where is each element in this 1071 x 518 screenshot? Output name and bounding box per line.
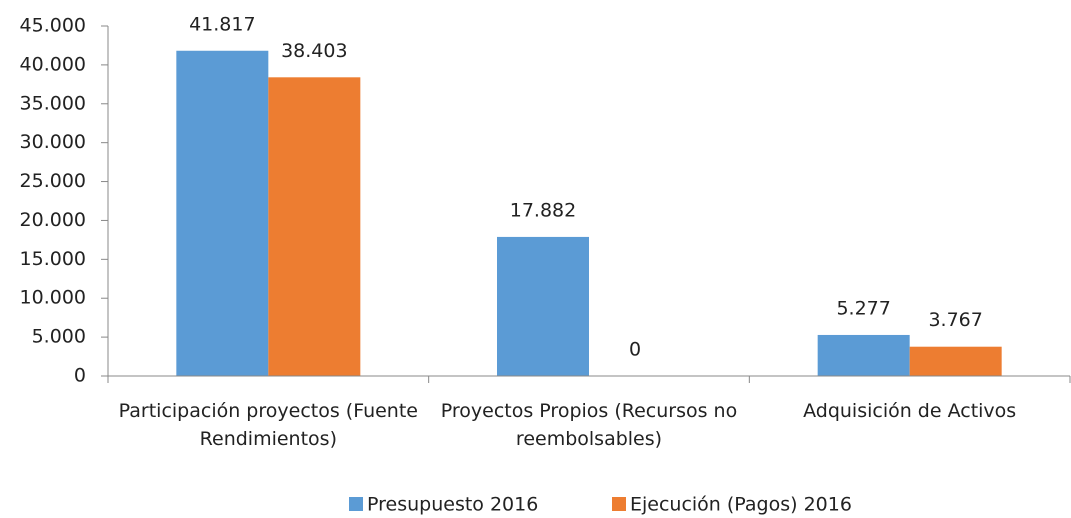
- bar: [909, 346, 1002, 376]
- legend-swatch: [349, 497, 363, 511]
- legend-label: Ejecución (Pagos) 2016: [630, 494, 852, 516]
- data-label: 0: [629, 339, 641, 361]
- y-tick-label: 35.000: [20, 92, 86, 114]
- data-label: 41.817: [189, 13, 255, 35]
- bar: [176, 50, 269, 377]
- data-label: 38.403: [281, 40, 347, 62]
- y-tick-label: 5.000: [32, 326, 86, 348]
- data-label: 3.767: [928, 309, 982, 331]
- x-tick-label: Participación proyectos (Fuente Rendimie…: [118, 400, 418, 450]
- y-tick-label: 15.000: [20, 248, 86, 270]
- y-tick-label: 30.000: [20, 131, 86, 153]
- y-tick-label: 40.000: [20, 53, 86, 75]
- data-label: 5.277: [836, 297, 890, 319]
- bar: [268, 77, 361, 376]
- legend-swatch: [612, 497, 626, 511]
- y-tick-label: 10.000: [20, 287, 86, 309]
- data-label: 17.882: [510, 199, 576, 221]
- y-tick-label: 25.000: [20, 170, 86, 192]
- x-tick-label: Adquisición de Activos: [803, 400, 1017, 422]
- y-tick-label: 0: [74, 365, 86, 387]
- legend-label: Presupuesto 2016: [367, 494, 538, 516]
- x-tick-label: Proyectos Propios (Recursos no reembolsa…: [440, 400, 738, 450]
- bar: [497, 236, 589, 376]
- y-tick-label: 20.000: [20, 209, 86, 231]
- y-tick-label: 45.000: [20, 15, 86, 37]
- bar: [817, 334, 910, 376]
